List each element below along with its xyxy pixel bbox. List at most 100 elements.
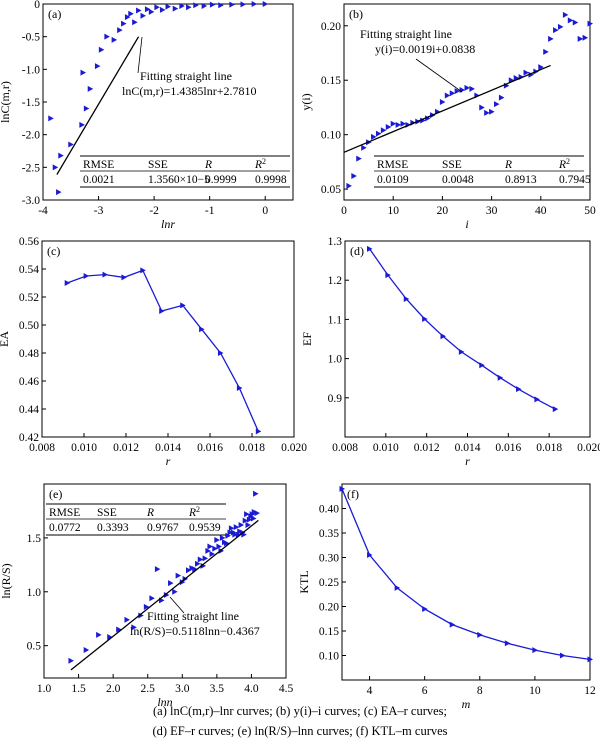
data-point — [218, 350, 224, 356]
data-point — [557, 23, 564, 30]
panel-b: 0 10 20 30 40 50 0.05 0.10 0.15 0.20 i y(i) (b) Fitti… — [299, 3, 596, 231]
data-point — [567, 17, 574, 24]
data-point — [236, 385, 243, 391]
data-point — [216, 543, 222, 550]
data-point — [361, 144, 367, 151]
stats-value: 0.3393 — [97, 522, 129, 534]
data-point — [87, 85, 94, 92]
data-point — [186, 567, 192, 574]
y-axis-label: EA — [0, 331, 11, 347]
panel-a: -4 -3 -2 -1 0 -3.0 -2.5 -2.0 -1.5 -1.0 -0.5 0 lnr lnC… — [0, 0, 294, 231]
fit-annotation-title: Fitting straight line — [140, 69, 232, 83]
data-point — [244, 511, 250, 518]
data-point — [400, 120, 407, 127]
x-axis-label: r — [465, 454, 470, 468]
data-point — [224, 540, 230, 547]
data-point — [64, 280, 71, 286]
y-tick-label: 1.5 — [27, 533, 42, 545]
annotation-leader — [137, 36, 143, 74]
panel-label: (e) — [49, 487, 62, 501]
data-point — [371, 133, 377, 140]
y-tick-label: 0.10 — [319, 651, 339, 663]
data-point — [439, 99, 446, 105]
data-point — [192, 566, 198, 573]
data-point — [128, 10, 134, 17]
data-point — [68, 657, 74, 664]
data-point — [136, 7, 142, 14]
x-tick-label: 0.010 — [71, 442, 97, 454]
data-point — [464, 84, 470, 91]
data-point — [202, 555, 209, 562]
data-point — [83, 646, 90, 653]
x-tick-label: 12 — [584, 685, 596, 697]
stats-header: R — [204, 159, 212, 171]
y-tick-label: 1.1 — [328, 314, 343, 326]
data-point — [186, 4, 192, 11]
data-point — [124, 14, 131, 21]
data-point — [552, 406, 559, 413]
data-point — [149, 595, 155, 602]
data-point — [154, 566, 161, 573]
plot-frame — [341, 483, 591, 681]
data-point — [227, 529, 233, 536]
data-point — [548, 35, 554, 42]
data-point — [422, 605, 428, 612]
panel-c: 0.008 0.010 0.012 0.014 0.016 0.018 0.020 0.42 0… — [0, 236, 307, 468]
data-point — [403, 296, 410, 303]
data-point — [193, 2, 199, 9]
data-point — [179, 2, 185, 9]
x-tick-label: 4.0 — [244, 683, 259, 695]
data-point — [367, 245, 373, 252]
data-point — [238, 521, 245, 528]
data-point — [255, 428, 262, 435]
x-tick-label: 50 — [584, 205, 596, 217]
data-point — [117, 27, 123, 34]
y-tick-label: 0.42 — [19, 432, 39, 444]
data-point — [479, 362, 485, 369]
stats-header: RMSE — [377, 159, 408, 171]
y-tick-label: 0.44 — [19, 404, 39, 416]
fit-annotation-equation: lnC(m,r)=1.4385lnr+2.7810 — [122, 84, 257, 98]
data-point — [245, 521, 251, 528]
data-point — [140, 12, 146, 19]
x-tick-label: 4 — [367, 685, 373, 697]
data-point — [494, 101, 500, 108]
stats-value: 0.0048 — [442, 174, 474, 186]
y-tick-label: 1.0 — [27, 587, 42, 599]
data-point — [228, 525, 235, 532]
data-point — [140, 267, 146, 274]
data-point — [351, 173, 357, 180]
data-point — [385, 272, 391, 279]
data-point — [52, 164, 59, 171]
y-tick-label: -2.0 — [22, 130, 40, 142]
stats-value: 0.0021 — [83, 174, 115, 186]
y-tick-label: 0.40 — [319, 504, 339, 516]
data-point — [189, 565, 195, 572]
data-point — [199, 326, 205, 333]
data-point — [205, 547, 211, 554]
y-axis-label: ln(R/S) — [0, 563, 13, 598]
data-point — [587, 656, 593, 663]
data-point — [180, 302, 186, 309]
y-tick-label: 0.5 — [27, 641, 42, 653]
data-point — [212, 545, 218, 552]
data-point — [553, 27, 559, 34]
y-tick-label: 0.35 — [319, 528, 339, 540]
stats-value: 0.8913 — [505, 174, 537, 186]
data-point — [390, 120, 397, 127]
data-point — [367, 552, 373, 559]
data-point — [251, 515, 257, 522]
data-point — [425, 115, 431, 122]
x-tick-label: 0.016 — [495, 442, 521, 454]
data-point — [559, 652, 566, 659]
x-tick-label: 10 — [387, 205, 399, 217]
x-tick-label: 0.010 — [373, 442, 399, 454]
fit-annotation-equation: ln(R/S)=0.5118lnn−0.4367 — [130, 624, 260, 638]
data-point — [240, 1, 246, 8]
data-point — [138, 612, 144, 619]
data-point — [422, 316, 428, 323]
stats-header: SSE — [148, 159, 168, 171]
data-point — [107, 634, 113, 641]
stats-value: 0.0109 — [377, 174, 409, 186]
data-point — [48, 115, 54, 122]
